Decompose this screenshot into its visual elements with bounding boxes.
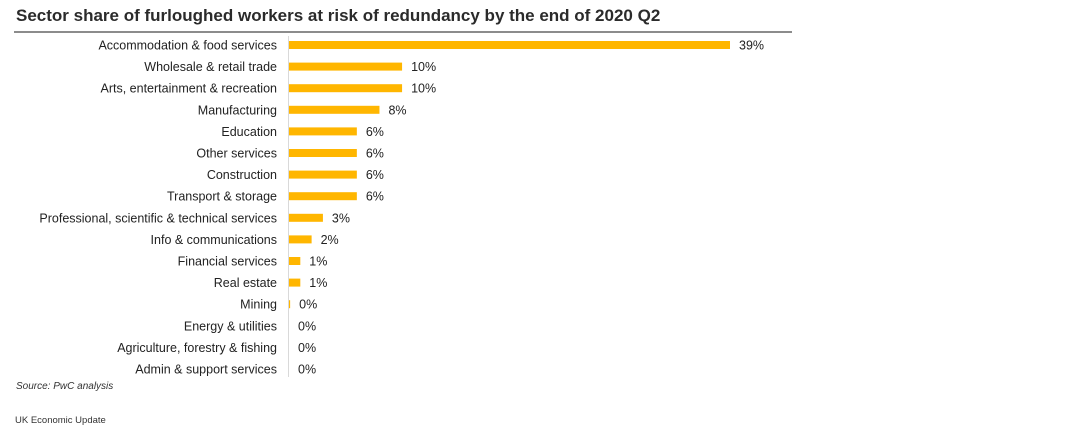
category-label: Construction xyxy=(207,168,277,182)
category-label: Arts, entertainment & recreation xyxy=(101,82,278,96)
category-label: Financial services xyxy=(178,255,277,269)
chart-title: Sector share of furloughed workers at ri… xyxy=(16,6,661,25)
category-label: Other services xyxy=(196,147,277,161)
bar-chart: Accommodation & food services 39% Wholesal… xyxy=(39,36,764,377)
footer-text: UK Economic Update xyxy=(15,415,106,426)
bar xyxy=(289,62,403,71)
bars-layer: Accommodation & food services 39% Wholesal… xyxy=(39,39,764,377)
category-label: Info & communications xyxy=(151,233,277,247)
value-label: 39% xyxy=(739,39,764,53)
category-label: Mining xyxy=(240,298,277,312)
category-label: Admin & support services xyxy=(135,363,277,377)
category-label: Manufacturing xyxy=(198,103,277,117)
bar xyxy=(289,300,291,309)
category-label: Energy & utilities xyxy=(184,319,277,333)
category-label: Real estate xyxy=(214,276,277,290)
bar xyxy=(289,149,357,157)
bar xyxy=(289,127,357,136)
value-label: 6% xyxy=(366,190,384,204)
value-label: 10% xyxy=(411,60,436,74)
bar xyxy=(289,192,357,201)
value-label: 2% xyxy=(321,233,339,247)
value-label: 1% xyxy=(309,255,327,269)
category-label: Education xyxy=(221,125,277,139)
bar xyxy=(289,84,403,93)
value-label: 1% xyxy=(309,276,327,290)
bar xyxy=(289,278,301,287)
category-label: Agriculture, forestry & fishing xyxy=(117,341,277,355)
bar xyxy=(289,257,301,265)
value-label: 6% xyxy=(366,125,384,139)
bar xyxy=(289,41,730,49)
category-label: Accommodation & food services xyxy=(98,39,277,53)
bar xyxy=(289,213,323,222)
source-note: Source: PwC analysis xyxy=(16,381,114,392)
value-label: 0% xyxy=(299,298,317,312)
value-label: 3% xyxy=(332,211,350,225)
value-label: 0% xyxy=(298,319,316,333)
value-label: 0% xyxy=(298,341,316,355)
title-divider xyxy=(14,31,792,33)
value-label: 6% xyxy=(366,168,384,182)
bar xyxy=(289,235,312,244)
value-label: 10% xyxy=(411,82,436,96)
category-label: Wholesale & retail trade xyxy=(144,60,277,74)
category-label: Professional, scientific & technical ser… xyxy=(39,211,277,225)
value-label: 8% xyxy=(388,103,406,117)
category-label: Transport & storage xyxy=(167,190,277,204)
bar xyxy=(289,105,380,114)
value-label: 0% xyxy=(298,363,316,377)
value-label: 6% xyxy=(366,147,384,161)
bar xyxy=(289,170,357,179)
